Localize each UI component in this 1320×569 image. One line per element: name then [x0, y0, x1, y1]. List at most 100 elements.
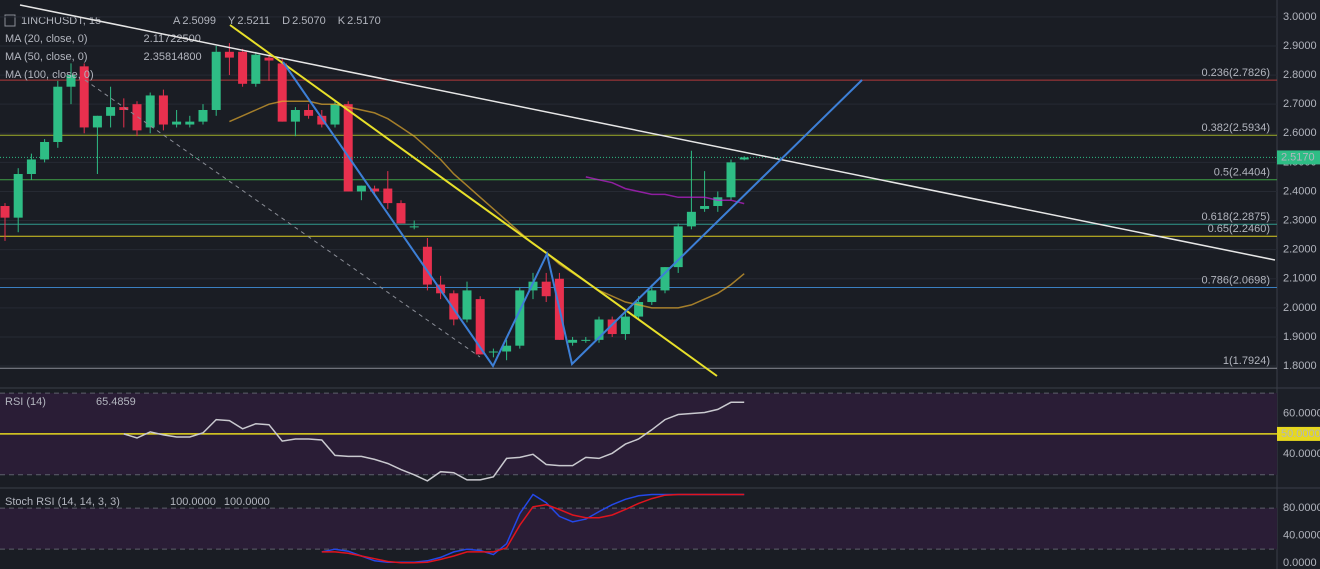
- ohlc-name: D: [282, 15, 290, 27]
- hline-tag: [1277, 426, 1320, 441]
- candle-body: [409, 226, 419, 228]
- y-tick-label: 2.0000: [1283, 302, 1317, 314]
- candle-body: [607, 319, 617, 335]
- candle-body: [528, 281, 538, 291]
- y-tick-label: 80.0000: [1283, 502, 1320, 514]
- candle-body: [647, 290, 657, 303]
- candle-body: [145, 95, 155, 128]
- y-tick-label: 0.0000: [1283, 557, 1317, 569]
- candle-body: [106, 107, 116, 116]
- candle-body: [119, 107, 129, 110]
- candle-body: [40, 141, 50, 160]
- candle-body: [0, 206, 10, 218]
- y-tick-label: 2.7000: [1283, 98, 1317, 110]
- candle-body: [620, 316, 630, 335]
- candle-body: [713, 197, 723, 207]
- fib-label: 0.786(2.0698): [1202, 274, 1271, 286]
- candle-body: [462, 290, 472, 320]
- fib-label: 0.236(2.7826): [1202, 67, 1271, 79]
- candle-body: [568, 339, 578, 343]
- candle-body: [224, 51, 234, 58]
- candle-body: [541, 281, 551, 297]
- candle-body: [739, 157, 749, 160]
- candle-body: [488, 351, 498, 353]
- trend-line: [229, 24, 718, 377]
- ohlc-value: 2.5170: [347, 15, 381, 27]
- candle-body: [290, 109, 300, 122]
- collapse-icon[interactable]: [4, 14, 16, 27]
- trend-line: [19, 4, 1276, 261]
- legend-value: 65.4859: [96, 396, 136, 408]
- candle-body: [172, 121, 182, 125]
- y-tick-label: 1.9000: [1283, 331, 1317, 343]
- candle-body: [26, 159, 36, 175]
- indicator-line: [123, 401, 745, 482]
- hline-label: 50.0000: [1281, 428, 1320, 440]
- candle-body: [317, 115, 327, 125]
- ohlc-value: 2.5099: [182, 15, 216, 27]
- candles: [0, 43, 749, 361]
- candle-body: [264, 57, 274, 61]
- candle-body: [686, 211, 696, 227]
- candle-body: [211, 51, 221, 110]
- last-price-label: 2.5170: [1281, 151, 1315, 163]
- legend-value: 100.0000: [170, 496, 216, 508]
- y-tick-label: 2.3000: [1283, 214, 1317, 226]
- candle-body: [422, 246, 432, 285]
- ma-line: [229, 100, 745, 309]
- candle-body: [673, 226, 683, 268]
- candle-body: [396, 203, 406, 224]
- y-tick-label: 2.9000: [1283, 40, 1317, 52]
- legend-value: 2.35814800: [144, 51, 202, 63]
- candle-body: [13, 174, 23, 218]
- ohlc-value: 2.5070: [292, 15, 326, 27]
- candle-body: [79, 66, 89, 128]
- y-tick-label: 1.8000: [1283, 360, 1317, 372]
- ohlc-name: A: [173, 15, 181, 27]
- y-tick-label: 40.0000: [1283, 529, 1320, 541]
- fib-label: 1(1.7924): [1223, 355, 1270, 367]
- ohlc-value: 2.5211: [237, 15, 270, 27]
- candle-body: [66, 75, 76, 87]
- candle-body: [185, 121, 195, 125]
- candle-body: [356, 185, 366, 192]
- candle-body: [634, 302, 644, 317]
- candle-body: [383, 188, 393, 204]
- candle-body: [502, 345, 512, 352]
- legend-label: MA (100, close, 0): [5, 69, 94, 81]
- fib-label: 0.5(2.4404): [1214, 167, 1270, 179]
- pane-title: RSI (14): [5, 396, 46, 408]
- legend-value: 100.0000: [224, 496, 270, 508]
- candle-body: [726, 162, 736, 198]
- candle-body: [700, 206, 710, 209]
- pane-title: Stoch RSI (14, 14, 3, 3): [5, 496, 120, 508]
- level-band: [0, 508, 1277, 550]
- y-tick-label: 2.2000: [1283, 244, 1317, 256]
- last-price-tag: [1277, 150, 1320, 165]
- ma-line: [585, 176, 745, 205]
- y-tick-label: 2.8000: [1283, 69, 1317, 81]
- price-axis-bg: [1277, 0, 1320, 569]
- candle-body: [343, 104, 353, 192]
- candle-body: [515, 290, 525, 346]
- candle-body: [304, 109, 314, 116]
- candle-body: [581, 339, 591, 341]
- drawings: [19, 4, 1276, 377]
- y-tick-label: 2.6000: [1283, 127, 1317, 139]
- zigzag-line: [282, 61, 863, 368]
- legend-label: MA (20, close, 0): [5, 33, 88, 45]
- legend-value: 2.11722500: [144, 33, 201, 45]
- candle-body: [158, 95, 168, 125]
- candle-body: [370, 188, 380, 192]
- y-tick-label: 40.0000: [1283, 448, 1320, 460]
- fib-label: 0.65(2.2460): [1208, 223, 1270, 235]
- ohlc-name: K: [338, 15, 346, 27]
- y-tick-label: 2.4000: [1283, 185, 1317, 197]
- y-tick-label: 3.0000: [1283, 11, 1317, 23]
- trend-line: [84, 79, 481, 358]
- candle-body: [277, 63, 287, 122]
- y-tick-label: 2.1000: [1283, 273, 1317, 285]
- legend-label: MA (50, close, 0): [5, 51, 88, 63]
